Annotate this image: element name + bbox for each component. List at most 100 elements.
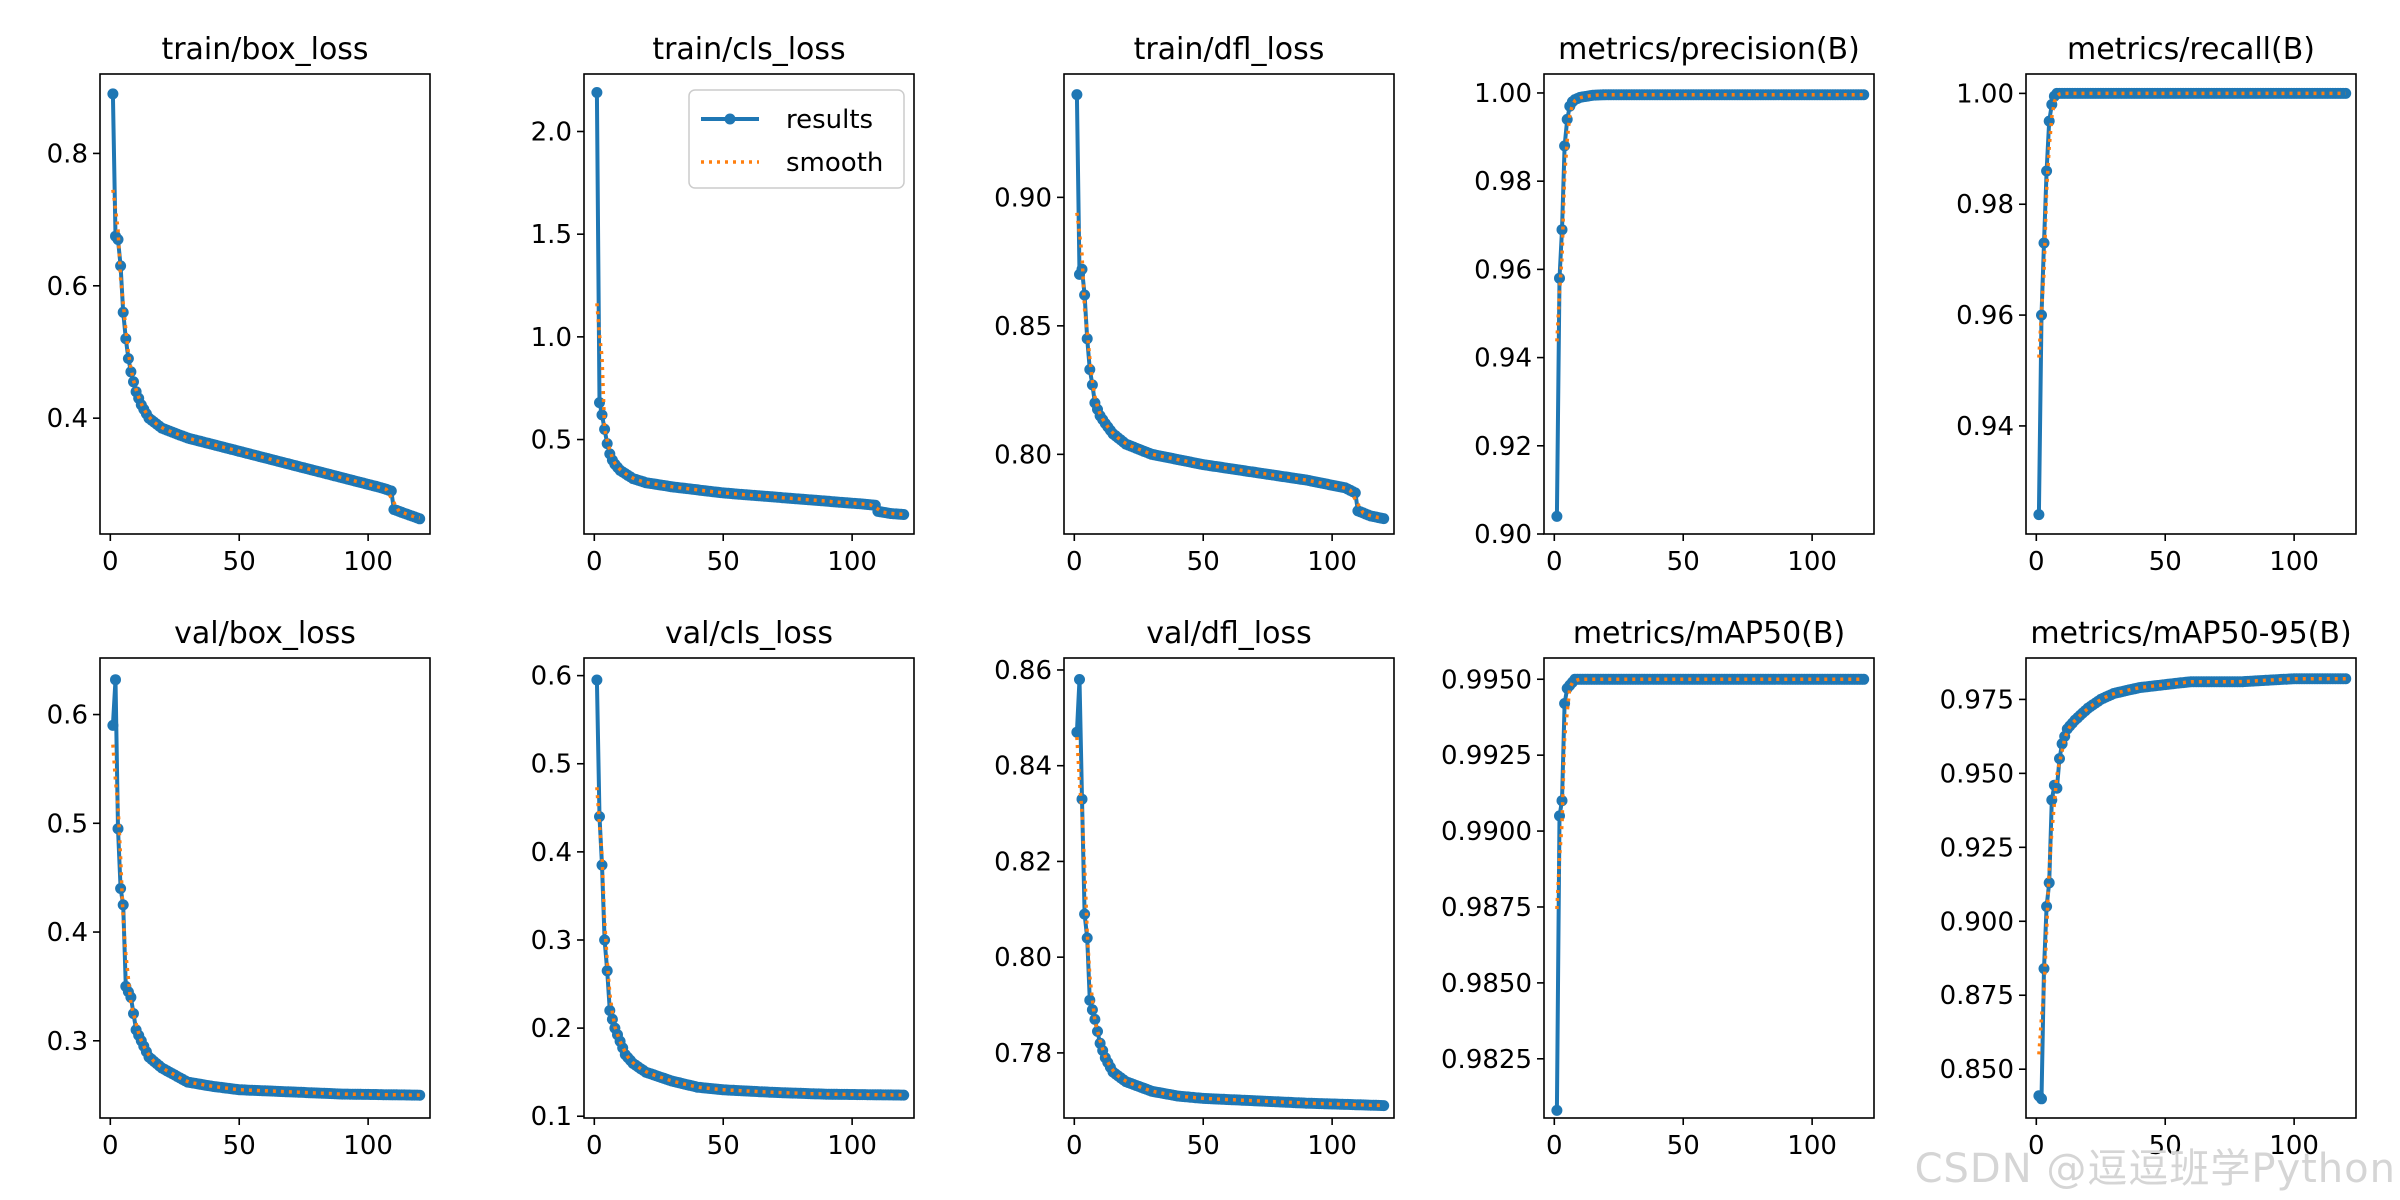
results-point	[1074, 674, 1085, 685]
plot-area	[107, 674, 426, 1101]
y-tick-label: 0.80	[994, 943, 1052, 973]
results-line	[110, 677, 420, 1098]
y-tick-label: 0.925	[1940, 833, 2014, 863]
results-point	[1349, 487, 1361, 499]
y-tick-label: 0.6	[531, 662, 572, 692]
x-tick-label: 50	[1187, 1131, 1220, 1161]
axes-frame	[583, 657, 915, 1119]
x-tick-label: 100	[343, 547, 393, 577]
x-tick-label: 100	[2269, 547, 2319, 577]
results-line	[1554, 92, 1864, 517]
subplot-5: metrics/recall(B) 0 50 100 0.94 0.96 0.98 1.00	[1956, 32, 2357, 577]
y-tick-label: 0.4	[47, 404, 88, 434]
plot-area	[1071, 89, 1390, 525]
y-tick-label: 0.3	[531, 926, 572, 956]
y-tick-label: 2.0	[531, 118, 572, 148]
results-point	[2041, 901, 2053, 912]
x-tick-label: 0	[102, 547, 119, 577]
y-tick-label: 0.90	[994, 183, 1052, 213]
x-tick-label: 0	[2028, 547, 2045, 577]
y-tick-label: 0.875	[1940, 981, 2014, 1011]
plot-area	[1071, 674, 1390, 1112]
smooth-line	[1075, 736, 1384, 1108]
y-tick-label: 0.92	[1474, 432, 1532, 462]
results-point	[1071, 726, 1083, 738]
smooth-line	[595, 303, 904, 517]
y-tick-label: 0.96	[1956, 301, 2014, 331]
results-point	[1858, 89, 1870, 101]
results-point	[385, 485, 397, 497]
results-point	[1071, 89, 1083, 101]
subplot-3: train/dfl_loss 0 50 100 0.80 0.85 0.90	[994, 32, 1395, 577]
results-point	[898, 509, 910, 520]
y-tick-label: 0.900	[1940, 907, 2014, 937]
x-tick-label: 100	[827, 547, 877, 577]
legend-results-marker	[724, 113, 736, 125]
x-tick-label: 100	[827, 1131, 877, 1161]
results-point	[1858, 673, 1870, 685]
plot-area	[2033, 673, 2352, 1105]
results-point	[594, 397, 605, 409]
legend: results smooth	[688, 89, 905, 189]
y-tick-label: 0.1	[531, 1102, 572, 1132]
x-tick-label: 0	[1546, 1131, 1563, 1161]
y-tick-label: 0.4	[47, 918, 88, 948]
axes-frame	[1063, 73, 1395, 535]
results-line	[1074, 677, 1384, 1108]
results-line	[1554, 677, 1864, 1111]
y-tick-label: 0.6	[47, 272, 88, 302]
chart-title: val/box_loss	[174, 616, 356, 651]
y-tick-label: 0.2	[531, 1014, 572, 1044]
results-point	[1554, 272, 1565, 284]
results-point	[1559, 140, 1571, 152]
legend-results-label: results	[786, 105, 873, 135]
results-point	[1556, 224, 1568, 236]
smooth-line	[595, 787, 904, 1097]
y-tick-label: 0.5	[531, 750, 572, 780]
subplot-8: val/dfl_loss 0 50 100 0.78 0.80 0.82 0.84 0.86	[994, 616, 1395, 1161]
results-point	[115, 260, 127, 272]
x-tick-label: 0	[2028, 1131, 2045, 1161]
results-point	[591, 674, 603, 686]
x-tick-label: 50	[223, 547, 256, 577]
results-point	[414, 513, 426, 525]
results-point	[594, 811, 605, 823]
results-point	[599, 423, 611, 435]
x-tick-label: 0	[102, 1131, 119, 1161]
smooth-line	[1555, 92, 1864, 342]
results-line	[2037, 676, 2346, 1101]
results-point	[1079, 908, 1091, 920]
results-point	[591, 87, 603, 98]
x-tick-label: 50	[223, 1131, 256, 1161]
y-tick-label: 0.85	[994, 312, 1052, 342]
y-tick-label: 0.84	[994, 752, 1052, 782]
plot-area	[2033, 87, 2352, 521]
plot-area	[107, 88, 426, 525]
results-line	[2036, 91, 2346, 515]
chart-title: train/cls_loss	[652, 32, 845, 67]
y-tick-label: 1.0	[531, 323, 572, 353]
results-point	[1081, 333, 1093, 345]
y-tick-label: 0.94	[1474, 344, 1532, 374]
y-tick-label: 0.90	[1474, 520, 1532, 550]
y-tick-label: 0.5	[47, 809, 88, 839]
y-tick-label: 0.9925	[1441, 741, 1532, 771]
x-tick-label: 0	[586, 547, 603, 577]
x-tick-label: 50	[1667, 1131, 1700, 1161]
x-tick-label: 100	[2269, 1131, 2319, 1161]
chart-title: val/cls_loss	[665, 616, 833, 651]
y-tick-label: 0.8	[47, 139, 88, 169]
y-tick-label: 0.98	[1956, 190, 2014, 220]
results-point	[1378, 1100, 1390, 1112]
subplot-1: train/box_loss 0 50 100 0.4 0.6 0.8	[47, 32, 431, 577]
x-tick-label: 50	[2149, 547, 2182, 577]
results-point	[2036, 1093, 2047, 1105]
y-tick-label: 0.975	[1940, 685, 2014, 715]
smooth-line	[111, 744, 420, 1097]
results-line	[1074, 94, 1385, 521]
y-tick-label: 0.850	[1940, 1055, 2014, 1085]
axes-frame	[99, 657, 431, 1119]
results-point	[107, 719, 119, 731]
results-point	[2033, 509, 2045, 521]
